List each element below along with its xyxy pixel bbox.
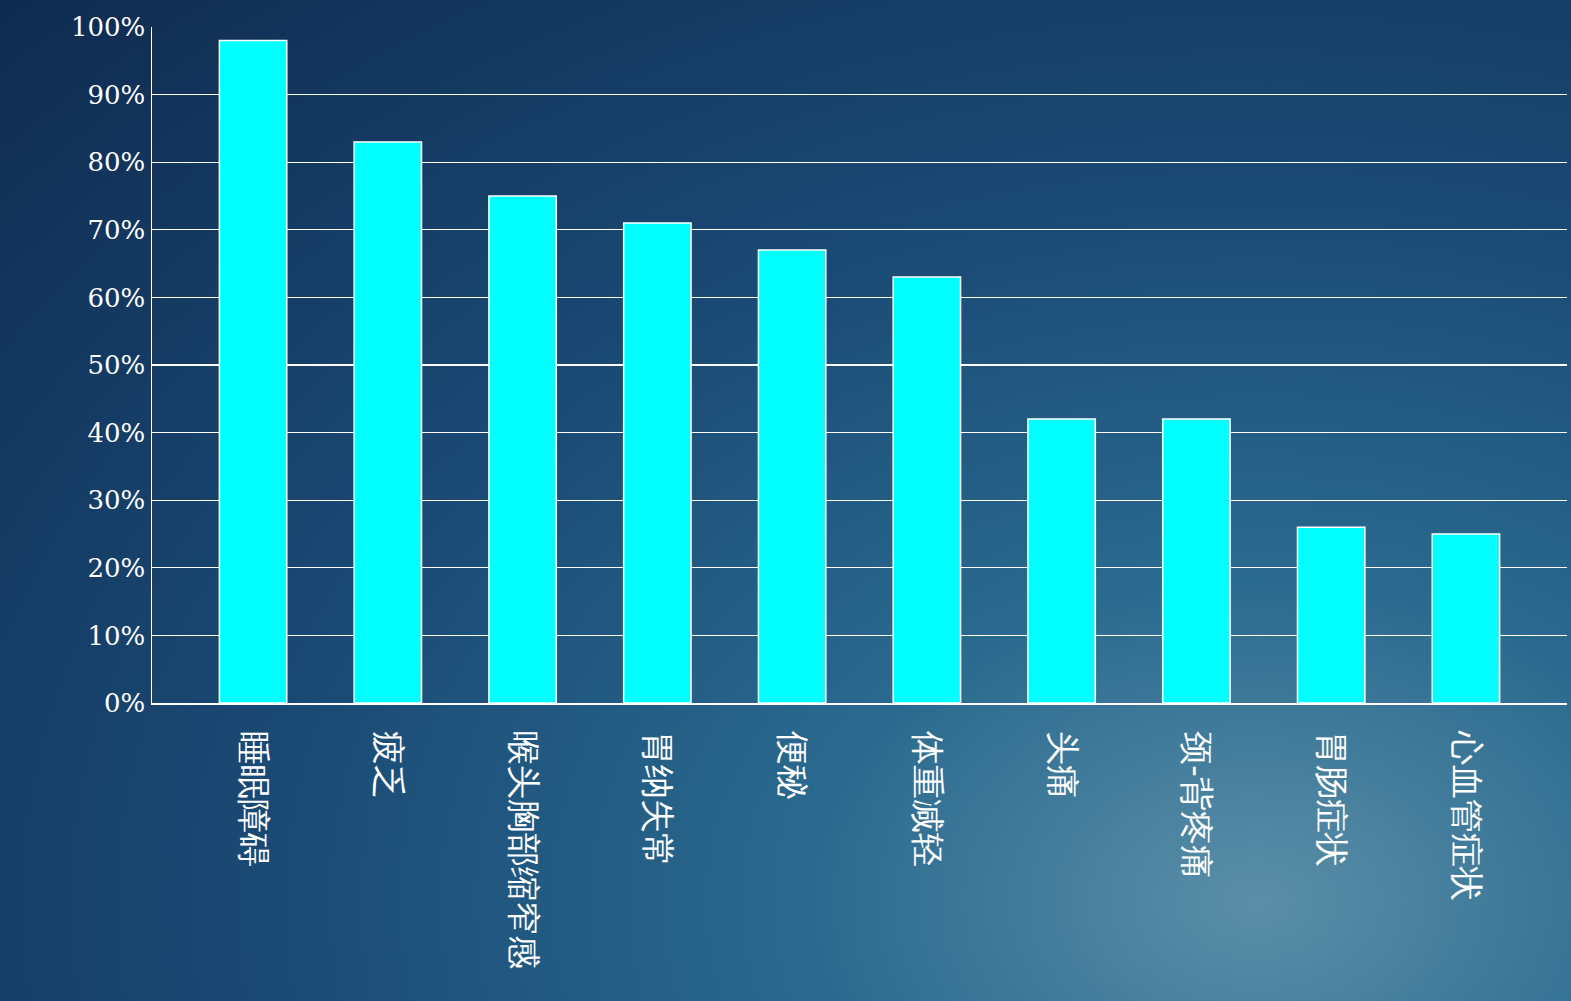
svg-text:100%: 100%: [71, 12, 145, 42]
svg-text:90%: 90%: [88, 80, 146, 110]
svg-text:胃肠症状: 胃肠症状: [1312, 731, 1352, 867]
svg-text:颈-背疼痛: 颈-背疼痛: [1177, 731, 1217, 879]
svg-text:心血管症状: 心血管症状: [1447, 730, 1487, 901]
svg-text:40%: 40%: [88, 418, 146, 448]
svg-text:50%: 50%: [88, 350, 146, 380]
svg-text:胃纳失常: 胃纳失常: [638, 731, 678, 867]
svg-text:20%: 20%: [88, 553, 146, 583]
svg-text:0%: 0%: [104, 688, 145, 718]
svg-text:便秘: 便秘: [773, 731, 813, 799]
svg-text:70%: 70%: [88, 215, 146, 245]
svg-text:80%: 80%: [88, 147, 146, 177]
svg-text:喉头胸部缩窄感: 喉头胸部缩窄感: [504, 731, 544, 969]
svg-text:60%: 60%: [88, 283, 146, 313]
svg-text:30%: 30%: [88, 485, 146, 515]
svg-text:体重减轻: 体重减轻: [908, 731, 948, 867]
svg-text:睡眠障碍: 睡眠障碍: [234, 731, 274, 867]
svg-text:疲乏: 疲乏: [369, 731, 409, 799]
svg-text:头痛: 头痛: [1043, 731, 1083, 799]
svg-text:10%: 10%: [88, 621, 146, 651]
